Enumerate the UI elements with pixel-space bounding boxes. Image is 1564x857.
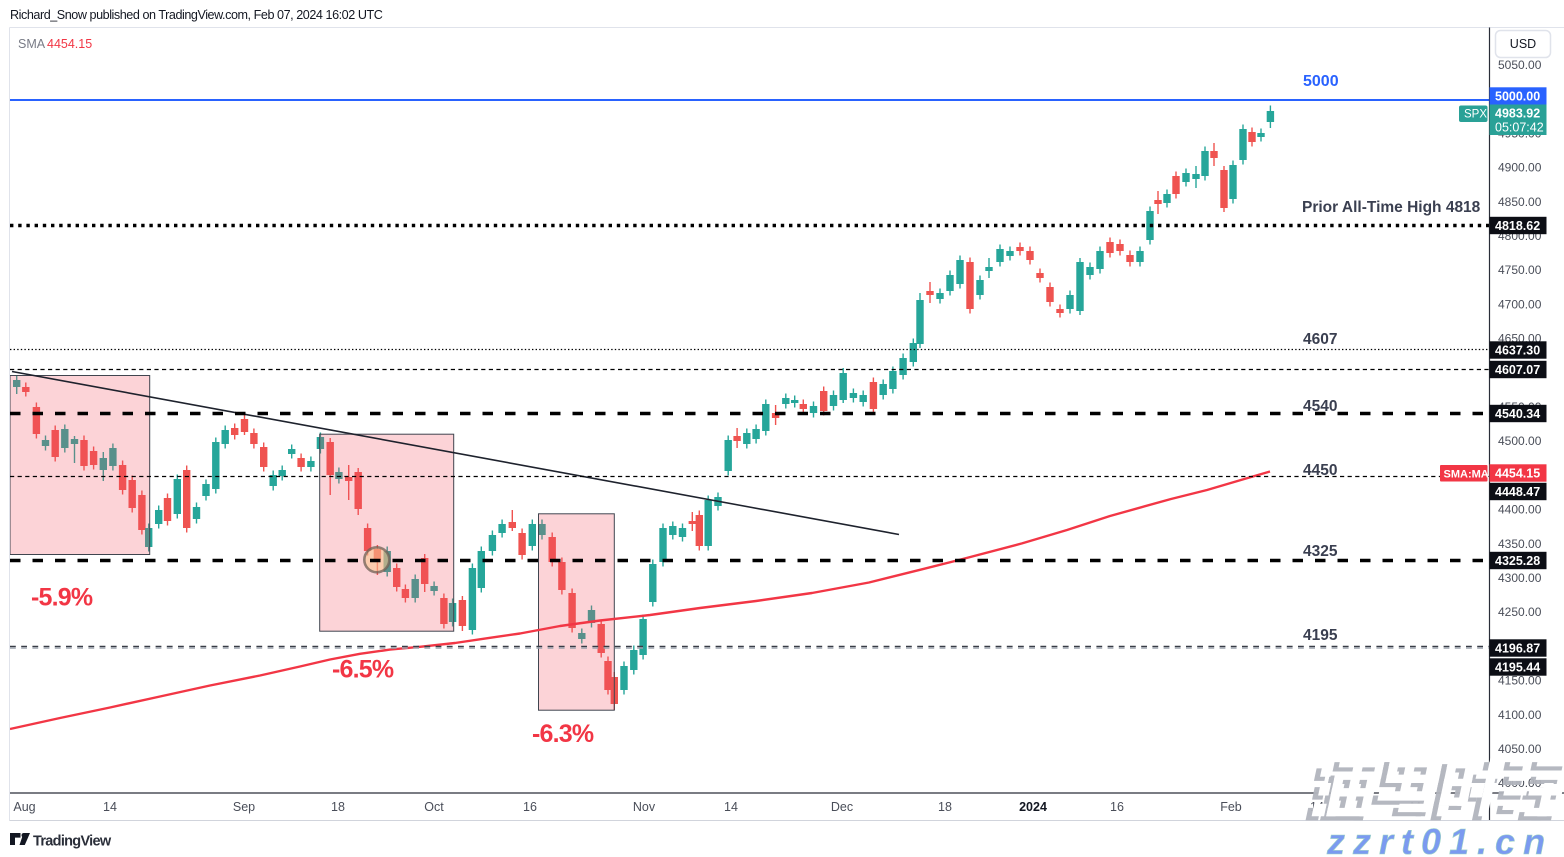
svg-text:05:07:42: 05:07:42 (1495, 121, 1544, 135)
svg-text:4050.00: 4050.00 (1498, 742, 1542, 756)
svg-text:Oct: Oct (424, 800, 444, 814)
svg-text:4454.15: 4454.15 (1495, 466, 1540, 480)
svg-text:4540: 4540 (1303, 398, 1337, 415)
svg-text:16: 16 (1110, 800, 1124, 814)
svg-text:4850.00: 4850.00 (1498, 195, 1542, 209)
svg-text:Prior All-Time High 4818: Prior All-Time High 4818 (1302, 199, 1481, 216)
svg-text:-6.5%: -6.5% (332, 656, 394, 684)
svg-text:Sep: Sep (233, 800, 255, 814)
svg-text:4150.00: 4150.00 (1498, 674, 1542, 688)
svg-text:16: 16 (523, 800, 537, 814)
svg-text:4637.30: 4637.30 (1495, 343, 1540, 357)
svg-text:4250.00: 4250.00 (1498, 605, 1542, 619)
svg-text:4607: 4607 (1303, 331, 1337, 348)
svg-text:SMA:MA: SMA:MA (1444, 468, 1489, 480)
svg-text:4350.00: 4350.00 (1498, 537, 1542, 551)
svg-text:USD: USD (1510, 37, 1536, 51)
svg-text:Aug: Aug (13, 800, 35, 814)
svg-text:4540.34: 4540.34 (1495, 407, 1540, 421)
svg-text:4450: 4450 (1303, 462, 1337, 479)
svg-text:TradingView: TradingView (33, 834, 112, 850)
svg-text:4607.07: 4607.07 (1495, 363, 1540, 377)
svg-text:4300.00: 4300.00 (1498, 571, 1542, 585)
svg-text:Richard_Snow published on Trad: Richard_Snow published on TradingView.co… (10, 8, 383, 22)
svg-text:4454.15: 4454.15 (47, 37, 92, 51)
svg-text:4196.87: 4196.87 (1495, 641, 1540, 655)
svg-text:4700.00: 4700.00 (1498, 297, 1542, 311)
svg-text:18: 18 (331, 800, 345, 814)
svg-text:4100.00: 4100.00 (1498, 708, 1542, 722)
svg-text:5000.00: 5000.00 (1495, 89, 1540, 103)
svg-text:4400.00: 4400.00 (1498, 503, 1542, 517)
svg-text:-5.9%: -5.9% (31, 584, 93, 612)
svg-text:zzrt01.cn: zzrt01.cn (1326, 821, 1553, 857)
svg-text:-6.3%: -6.3% (532, 720, 594, 748)
svg-text:4818.62: 4818.62 (1495, 219, 1540, 233)
svg-text:18: 18 (938, 800, 952, 814)
svg-text:SPX: SPX (1464, 109, 1487, 121)
svg-text:4448.47: 4448.47 (1495, 485, 1540, 499)
svg-text:5000: 5000 (1303, 73, 1339, 90)
svg-text:Nov: Nov (633, 800, 656, 814)
svg-text:14: 14 (724, 800, 738, 814)
svg-text:Dec: Dec (831, 800, 853, 814)
svg-text:4750.00: 4750.00 (1498, 263, 1542, 277)
svg-text:4900.00: 4900.00 (1498, 161, 1542, 175)
svg-text:14: 14 (103, 800, 117, 814)
svg-text:Feb: Feb (1220, 800, 1242, 814)
svg-text:4325: 4325 (1303, 543, 1338, 560)
svg-text:SMA: SMA (18, 37, 46, 51)
svg-text:4195: 4195 (1303, 627, 1338, 644)
svg-text:2024: 2024 (1019, 800, 1047, 814)
svg-text:4983.92: 4983.92 (1495, 107, 1540, 121)
svg-text:4500.00: 4500.00 (1498, 434, 1542, 448)
svg-text:4325.28: 4325.28 (1495, 554, 1540, 568)
svg-text:4195.44: 4195.44 (1495, 660, 1540, 674)
svg-text:5050.00: 5050.00 (1498, 58, 1542, 72)
